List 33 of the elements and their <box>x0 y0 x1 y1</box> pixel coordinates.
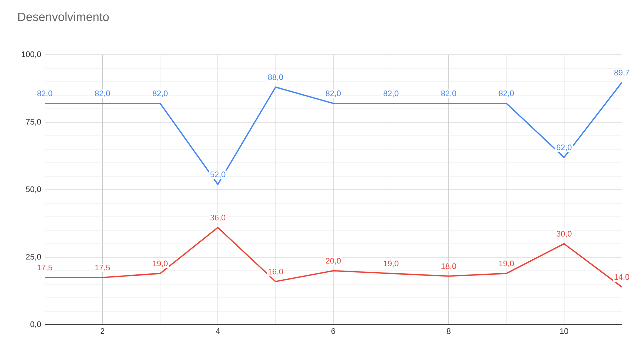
data-label: 82,0 <box>38 90 52 98</box>
data-label: 82,0 <box>499 90 514 98</box>
data-label: 88,0 <box>268 74 284 82</box>
data-label: 17,5 <box>38 265 52 272</box>
data-label: 82,0 <box>384 90 399 98</box>
data-label: 62,0 <box>556 144 572 152</box>
x-tick-label: 10 <box>560 328 568 334</box>
data-label: 19,0 <box>384 260 399 268</box>
y-tick-label: 0,0 <box>30 322 42 328</box>
x-tick-label: 2 <box>100 328 105 334</box>
data-label: 89,7 <box>614 70 630 77</box>
data-label: 19,0 <box>499 260 514 268</box>
data-label: 18,0 <box>442 264 456 270</box>
data-label: 16,0 <box>268 268 284 276</box>
data-label: 20,0 <box>326 258 341 265</box>
chart-title: Desenvolvimento <box>18 12 110 22</box>
data-label: 30,0 <box>556 231 572 238</box>
data-label: 19,0 <box>153 260 168 268</box>
data-label: 82,0 <box>326 90 341 98</box>
x-tick-label: 4 <box>216 328 220 334</box>
data-label: 82,0 <box>95 90 110 98</box>
x-tick-label: 6 <box>332 328 336 334</box>
y-tick-label: 25,0 <box>26 254 42 261</box>
data-label: 17,5 <box>96 265 110 272</box>
data-label: 14,0 <box>614 274 630 282</box>
data-label: 82,0 <box>441 90 456 98</box>
x-tick-label: 8 <box>447 328 451 334</box>
data-label: 36,0 <box>210 214 226 222</box>
y-tick-label: 75,0 <box>26 119 42 126</box>
data-label: 52,0 <box>210 172 226 178</box>
y-tick-label: 50,0 <box>26 186 42 194</box>
data-label: 82,0 <box>152 90 168 98</box>
y-tick-label: 100,0 <box>22 52 42 58</box>
